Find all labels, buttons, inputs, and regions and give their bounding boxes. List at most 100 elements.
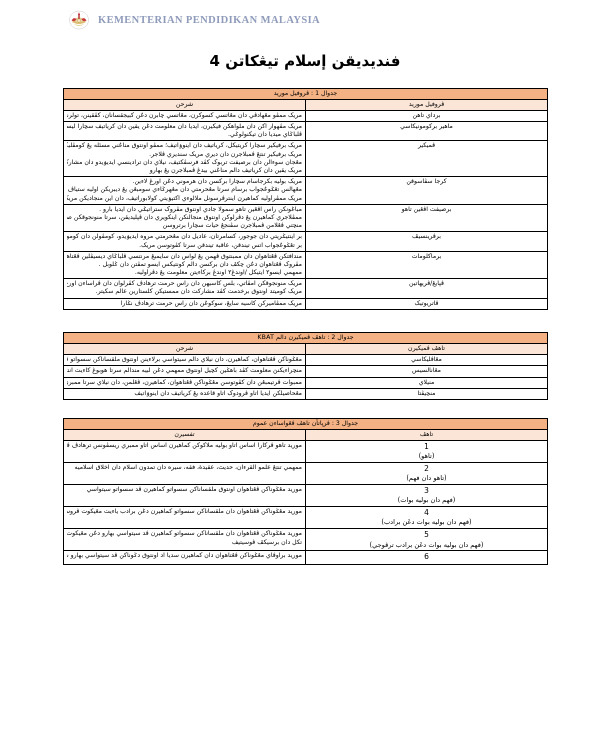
desc-line: موريد تاهو ڤرکارا اساس اتاو بوليه ملاکوک…	[67, 442, 302, 450]
tahap-pemikiran-desc: ممبوات ڤرتيمبڠن دان کڤوتوسن مڠݢوناکن ڤڠت…	[63, 376, 306, 389]
profil-desc: مباڠونکن راس اڤڠين تاهو سمولا جادي اونتو…	[63, 203, 306, 233]
tahap-desc: ممهمي تنتڠ علمو القرءان، حديث، عقيدة، فق…	[63, 462, 306, 486]
table1-header-row: ڤروفيل موريد شرحن	[63, 98, 548, 111]
table-row: ڤاتريوتيک مريک ممڤاميرکن کاسيه سايڠ، سوکو…	[63, 297, 548, 310]
desc-line: مباڠونکن راس اڤڠين تاهو سمولا جادي اونتو…	[99, 205, 302, 213]
tahap-pemikiran-label: مڠاڤليکاسي	[305, 354, 548, 367]
tahap-pemikiran-label: منچيڤتا	[305, 387, 548, 400]
desc-line: تکل دان برسيکڤ ڤوسيتيف	[231, 538, 302, 546]
profil-desc: مريک بوليه بکرجاسام سچارا برکسن دان هرمو…	[63, 176, 306, 205]
profil-label: ڤاتريوتيک	[305, 297, 548, 310]
desc-line: مريک کوميتد اونتوق برخدمت کڤد مشارکت دان…	[95, 288, 302, 296]
table-row: برصيفت اڤڠين تاهو مباڠونکن راس اڤڠين تاهو…	[63, 203, 548, 233]
desc-line: موريد مڠݢوناکن ڤڠتاهوان دان ملقساناکن سس…	[67, 530, 302, 538]
table-row: ماهير برکومونيکاسي مريک مڤهوار اکن دان مل…	[63, 121, 548, 142]
profil-label: برڤرينسيڤ	[305, 231, 548, 252]
table-tahap-pemikiran-kbat: جدوال 2 : تاهڤ ڤميکيرن دالم KBAT تاهڤ ڤم…	[63, 331, 548, 400]
desc-line: مڠݢوناکن ڤڠتاهوان، کماهيرن، دان نيلاي دا…	[67, 356, 302, 364]
table-row: مڠانالسيس منچراءيکنڽ معلومت کڤد باهݢين کچ…	[63, 365, 548, 378]
desc-line: مريک برفيکير تنتڠ ڤمبلاجرن دان ديري مريک…	[149, 150, 302, 158]
table-row: 1 (تاهو) موريد تاهو ڤرکارا اساس اتاو بوليه…	[63, 440, 548, 464]
table-row: کرجا سڤاسوقن مريک بوليه بکرجاسام سچارا بر…	[63, 176, 548, 205]
tahap-pemikiran-label: مڠانالسيس	[305, 365, 548, 378]
desc-line: مڠجان سوءالن دان برصيفت تربوک کڤد فرسڤکت…	[67, 158, 302, 166]
desc-line: مريک بوليه بکرجاسام سچارا برکسن دان هرمو…	[132, 178, 302, 186]
tahap-sublabel: (فهم دان بوليه بوات دڠن برادب ترڤوجي)	[369, 540, 484, 549]
desc-line: مڤروک ڤڠتاهوان دڠن چکڤ دان برکسن دالم کو…	[98, 260, 302, 268]
desc-line: مڠحاصيلکن ايديا اتاو ڤرودوک اتاو قاعده ي…	[134, 389, 302, 397]
tahap-level-cell: 2 (تاهو دان فهم)	[305, 462, 548, 486]
table-profil-murid: جدوال 1 : ڤروفيل موريد ڤروفيل موريد شرحن…	[63, 87, 548, 310]
table3-col-label: تاهڤ	[305, 429, 548, 442]
desc-line: ممهمي تنتڠ علمو القرءان، حديث، عقيدة، فق…	[74, 464, 302, 472]
malaysia-coat-of-arms-icon	[68, 9, 90, 31]
tahap-number: 5	[424, 530, 429, 540]
desc-line: مڠهالس تڠݢوڠجواب برسام سرتا مڠحرمتي دان …	[67, 186, 302, 194]
table1-wrapper: جدوال 1 : ڤروفيل موريد ڤروفيل موريد شرحن…	[0, 87, 610, 310]
table-row: برڤرينسيڤ بر اينتيݢريتي دان جوجور، کسامرت…	[63, 231, 548, 252]
desc-line: مريک يقين دان کرياتيف دالم مناڠني بيدڠ ڤ…	[149, 167, 302, 174]
tahap-number: 2	[424, 464, 429, 474]
table2-col-desc: شرحن	[63, 342, 306, 356]
table-row: منيلاي ممبوات ڤرتيمبڠن دان کڤوتوسن مڠݢونا…	[63, 376, 548, 389]
tahap-pemikiran-label: منيلاي	[305, 376, 548, 389]
desc-line: مريک مڤهوار اکن دان ملواهکن فيکيرن، ايدي…	[67, 123, 302, 131]
table1-caption: جدوال 1 : ڤروفيل موريد	[63, 87, 548, 100]
table3-wrapper: جدوال 3 : ڤرڽاتأن تاهڤ ڤڠواساءن عموم تاه…	[0, 417, 610, 565]
table-row: 4 (فهم دان بوليه بوات دڠن برادب) موريد مڠݢ…	[63, 506, 548, 530]
tahap-sublabel: (تاهو دان فهم)	[406, 474, 447, 483]
table-row: ڤڽايڠ/ڤريهاتين مريک منونجوقکن امڤاتي، بلس…	[63, 278, 548, 299]
profil-desc: مريک ممڤو مڠهادڤي دان مڠاتسي کسوکرن، مڠا…	[63, 109, 306, 123]
table3-header-row: تاهڤ تفسيرن	[63, 429, 548, 442]
desc-line: بر تڠݢوڠجواب اتس تيندقن، عاقبة تيندقن سر…	[139, 241, 302, 249]
tahap-number: 6	[424, 552, 429, 562]
desc-line: مريک برفيکير سچارا کريتيکل، کرياتيف دان …	[67, 142, 302, 150]
tahap-number: 1	[424, 442, 429, 452]
profil-desc: مندافتکن ڤڠتاهوان دان ممبنتوق ڤهمن يڠ لو…	[63, 250, 306, 280]
tahap-pemikiran-desc: منچراءيکنڽ معلومت کڤد باهݢين کچيل اونتوق…	[63, 365, 306, 378]
tahap-level-cell: 3 (فهم دان بوليه بوات)	[305, 484, 548, 508]
table2-wrapper: جدوال 2 : تاهڤ ڤميکيرن دالم KBAT تاهڤ ڤم…	[0, 331, 610, 400]
table3-caption: جدوال 3 : ڤرڽاتأن تاهڤ ڤڠواساءن عموم	[63, 417, 548, 431]
profil-label: ڤميکير	[305, 140, 548, 178]
desc-line: مريک ممڤاميرکن کاسيه سايڠ، سوکوڠن دان را…	[120, 299, 302, 307]
tahap-sublabel: (فهم دان بوليه بوات)	[397, 496, 456, 505]
desc-line: مريک منونجوقکن امڤاتي، بلس کاسيهن دان را…	[67, 280, 302, 288]
tahap-level-cell: 6	[305, 550, 548, 565]
table-row: برداي تاهن مريک ممڤو مڠهادڤي دان مڠاتسي ک…	[63, 109, 548, 123]
table1-caption-row: جدوال 1 : ڤروفيل موريد	[63, 87, 548, 100]
table1-col-label: ڤروفيل موريد	[305, 98, 548, 111]
table2-header-row: تاهڤ ڤميکيرن شرحن	[63, 342, 548, 356]
desc-line: ڤلباݢاي ميديا دان تيکنولوݢي.	[228, 131, 302, 139]
desc-line: ممبوات ڤرتيمبڠن دان کڤوتوسن مڠݢوناکن ڤڠت…	[67, 378, 302, 386]
table2-col-label: تاهڤ ڤميکيرن	[305, 342, 548, 356]
table-row: ڤميکير مريک برفيکير سچارا کريتيکل، کرياتي…	[63, 140, 548, 178]
desc-line: مريک ممڤرأوليه کماهيرن اينترڤرسونل ملالو…	[67, 194, 302, 202]
table-row: 6 موريد براوڤاي مڠݢوناکن ڤڠتاهوان دان کما…	[63, 550, 548, 565]
profil-desc: مريک منونجوقکن امڤاتي، بلس کاسيهن دان را…	[63, 278, 306, 299]
tahap-number: 3	[424, 486, 429, 496]
table1-col-desc: شرحن	[63, 98, 306, 111]
profil-label: ڤڽايڠ/ڤريهاتين	[305, 278, 548, 299]
table2-caption: جدوال 2 : تاهڤ ڤميکيرن دالم KBAT	[63, 331, 548, 345]
table-row: برماکلومات مندافتکن ڤڠتاهوان دان ممبنتوق …	[63, 250, 548, 280]
tahap-level-cell: 5 (فهم دان بوليه بوات دڠن برادب ترڤوجي)	[305, 528, 548, 552]
table-pernyataan-tahap-penguasaan: جدوال 3 : ڤرڽاتأن تاهڤ ڤڠواساءن عموم تاه…	[63, 417, 548, 565]
desc-line: ممڤلاجري کماهيرن يڠ دڤرلوکن اونتوق منجال…	[67, 213, 302, 221]
tahap-desc: موريد مڠݢوناکن ڤڠتاهوان اونتوق ملقساناکن…	[63, 484, 306, 508]
tahap-desc: موريد تاهو ڤرکارا اساس اتاو بوليه ملاکوک…	[63, 440, 306, 464]
desc-line: بر اينتيݢريتي دان جوجور، کسامرتأن، عاديل…	[67, 233, 302, 241]
tahap-level-cell: 4 (فهم دان بوليه بوات دڠن برادب)	[305, 506, 548, 530]
table2-caption-row: جدوال 2 : تاهڤ ڤميکيرن دالم KBAT	[63, 331, 548, 345]
tahap-sublabel: (فهم دان بوليه بوات دڠن برادب)	[381, 518, 472, 527]
table-row: 3 (فهم دان بوليه بوات) موريد مڠݢوناکن ڤڠتا…	[63, 484, 548, 508]
desc-line: موريد مڠݢوناکن ڤڠتاهوان اونتوق ملقساناکن…	[86, 486, 302, 494]
desc-line: مندافتکن ڤڠتاهوان دان ممبنتوق ڤهمن يڠ لو…	[67, 252, 302, 260]
table-row: منچيڤتا مڠحاصيلکن ايديا اتاو ڤرودوک اتاو …	[63, 387, 548, 400]
ministry-header: KEMENTERIAN PENDIDIKAN MALAYSIA	[0, 0, 610, 40]
desc-line: موريد مڠݢوناکن ڤڠتاهوان دان ملقساناکن سس…	[67, 508, 302, 516]
profil-label: کرجا سڤاسوقن	[305, 176, 548, 205]
desc-line: مريک ممڤو مڠهادڤي دان مڠاتسي کسوکرن، مڠا…	[67, 111, 302, 119]
profil-desc: مريک ممڤاميرکن کاسيه سايڠ، سوکوڠن دان را…	[63, 297, 306, 310]
tahap-sublabel: (تاهو)	[418, 452, 435, 461]
